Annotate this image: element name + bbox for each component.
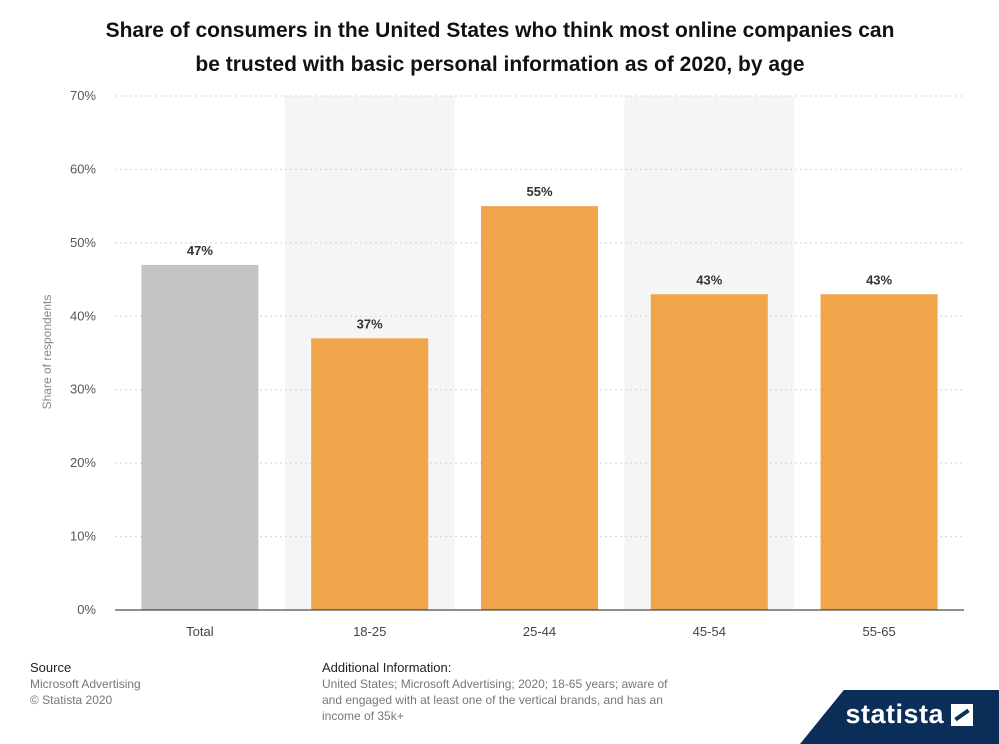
source-block: Source Microsoft Advertising © Statista … xyxy=(30,659,141,708)
data-label: 55% xyxy=(526,184,552,199)
statista-logo-text: statista xyxy=(845,699,944,729)
data-labels: 47% 37% 55% 43% 43% xyxy=(187,184,893,331)
y-tick-label: 40% xyxy=(70,308,96,323)
y-tick-label: 50% xyxy=(70,235,96,250)
bar-total[interactable] xyxy=(141,264,259,610)
additional-info-block: Additional Information: United States; M… xyxy=(322,659,694,724)
y-tick-label: 60% xyxy=(70,161,96,176)
additional-info-line: and engaged with at least one of the ver… xyxy=(322,693,663,707)
additional-info-line: income of 35k+ xyxy=(322,709,404,723)
x-tick-label: 25-44 xyxy=(523,624,556,639)
chart-title-line-2: be trusted with basic personal informati… xyxy=(195,53,805,76)
additional-info-heading: Additional Information: xyxy=(322,660,452,675)
y-tick-label: 0% xyxy=(77,602,96,617)
statista-logo-icon xyxy=(951,703,973,726)
y-tick-label: 10% xyxy=(70,529,96,544)
bar-25-44[interactable] xyxy=(481,206,598,610)
statista-logo[interactable]: statista xyxy=(845,699,973,730)
data-label: 43% xyxy=(866,272,892,287)
source-heading: Source xyxy=(30,660,72,675)
bar-chart: 0% 10% 20% 30% 40% 50% 60% 70% Share of respond… xyxy=(40,88,964,639)
y-tick-label: 70% xyxy=(70,88,96,103)
x-tick-label: 18-25 xyxy=(353,624,386,639)
chart-title: Share of consumers in the United States … xyxy=(60,14,940,82)
x-tick-label: 45-54 xyxy=(693,624,726,639)
y-axis-label: Share of respondents xyxy=(40,295,54,410)
x-tick-label: 55-65 xyxy=(862,624,895,639)
bar-18-25[interactable] xyxy=(311,338,429,610)
copyright-line: © Statista 2020 xyxy=(30,693,113,707)
y-axis-ticks: 0% 10% 20% 30% 40% 50% 60% 70% xyxy=(70,88,96,617)
x-axis-ticks: Total 18-25 25-44 45-54 55-65 xyxy=(186,624,896,639)
bar-55-65[interactable] xyxy=(820,294,938,610)
bars xyxy=(141,206,938,610)
additional-info-line: United States; Microsoft Advertising; 20… xyxy=(322,677,668,691)
y-tick-label: 30% xyxy=(70,382,96,397)
bar-45-54[interactable] xyxy=(650,294,768,610)
data-label: 37% xyxy=(357,316,383,331)
x-tick-label: Total xyxy=(186,624,214,639)
data-label: 43% xyxy=(696,272,722,287)
chart-title-line-1: Share of consumers in the United States … xyxy=(105,19,895,42)
data-label: 47% xyxy=(187,243,213,258)
y-tick-label: 20% xyxy=(70,455,96,470)
source-line[interactable]: Microsoft Advertising xyxy=(30,677,141,691)
